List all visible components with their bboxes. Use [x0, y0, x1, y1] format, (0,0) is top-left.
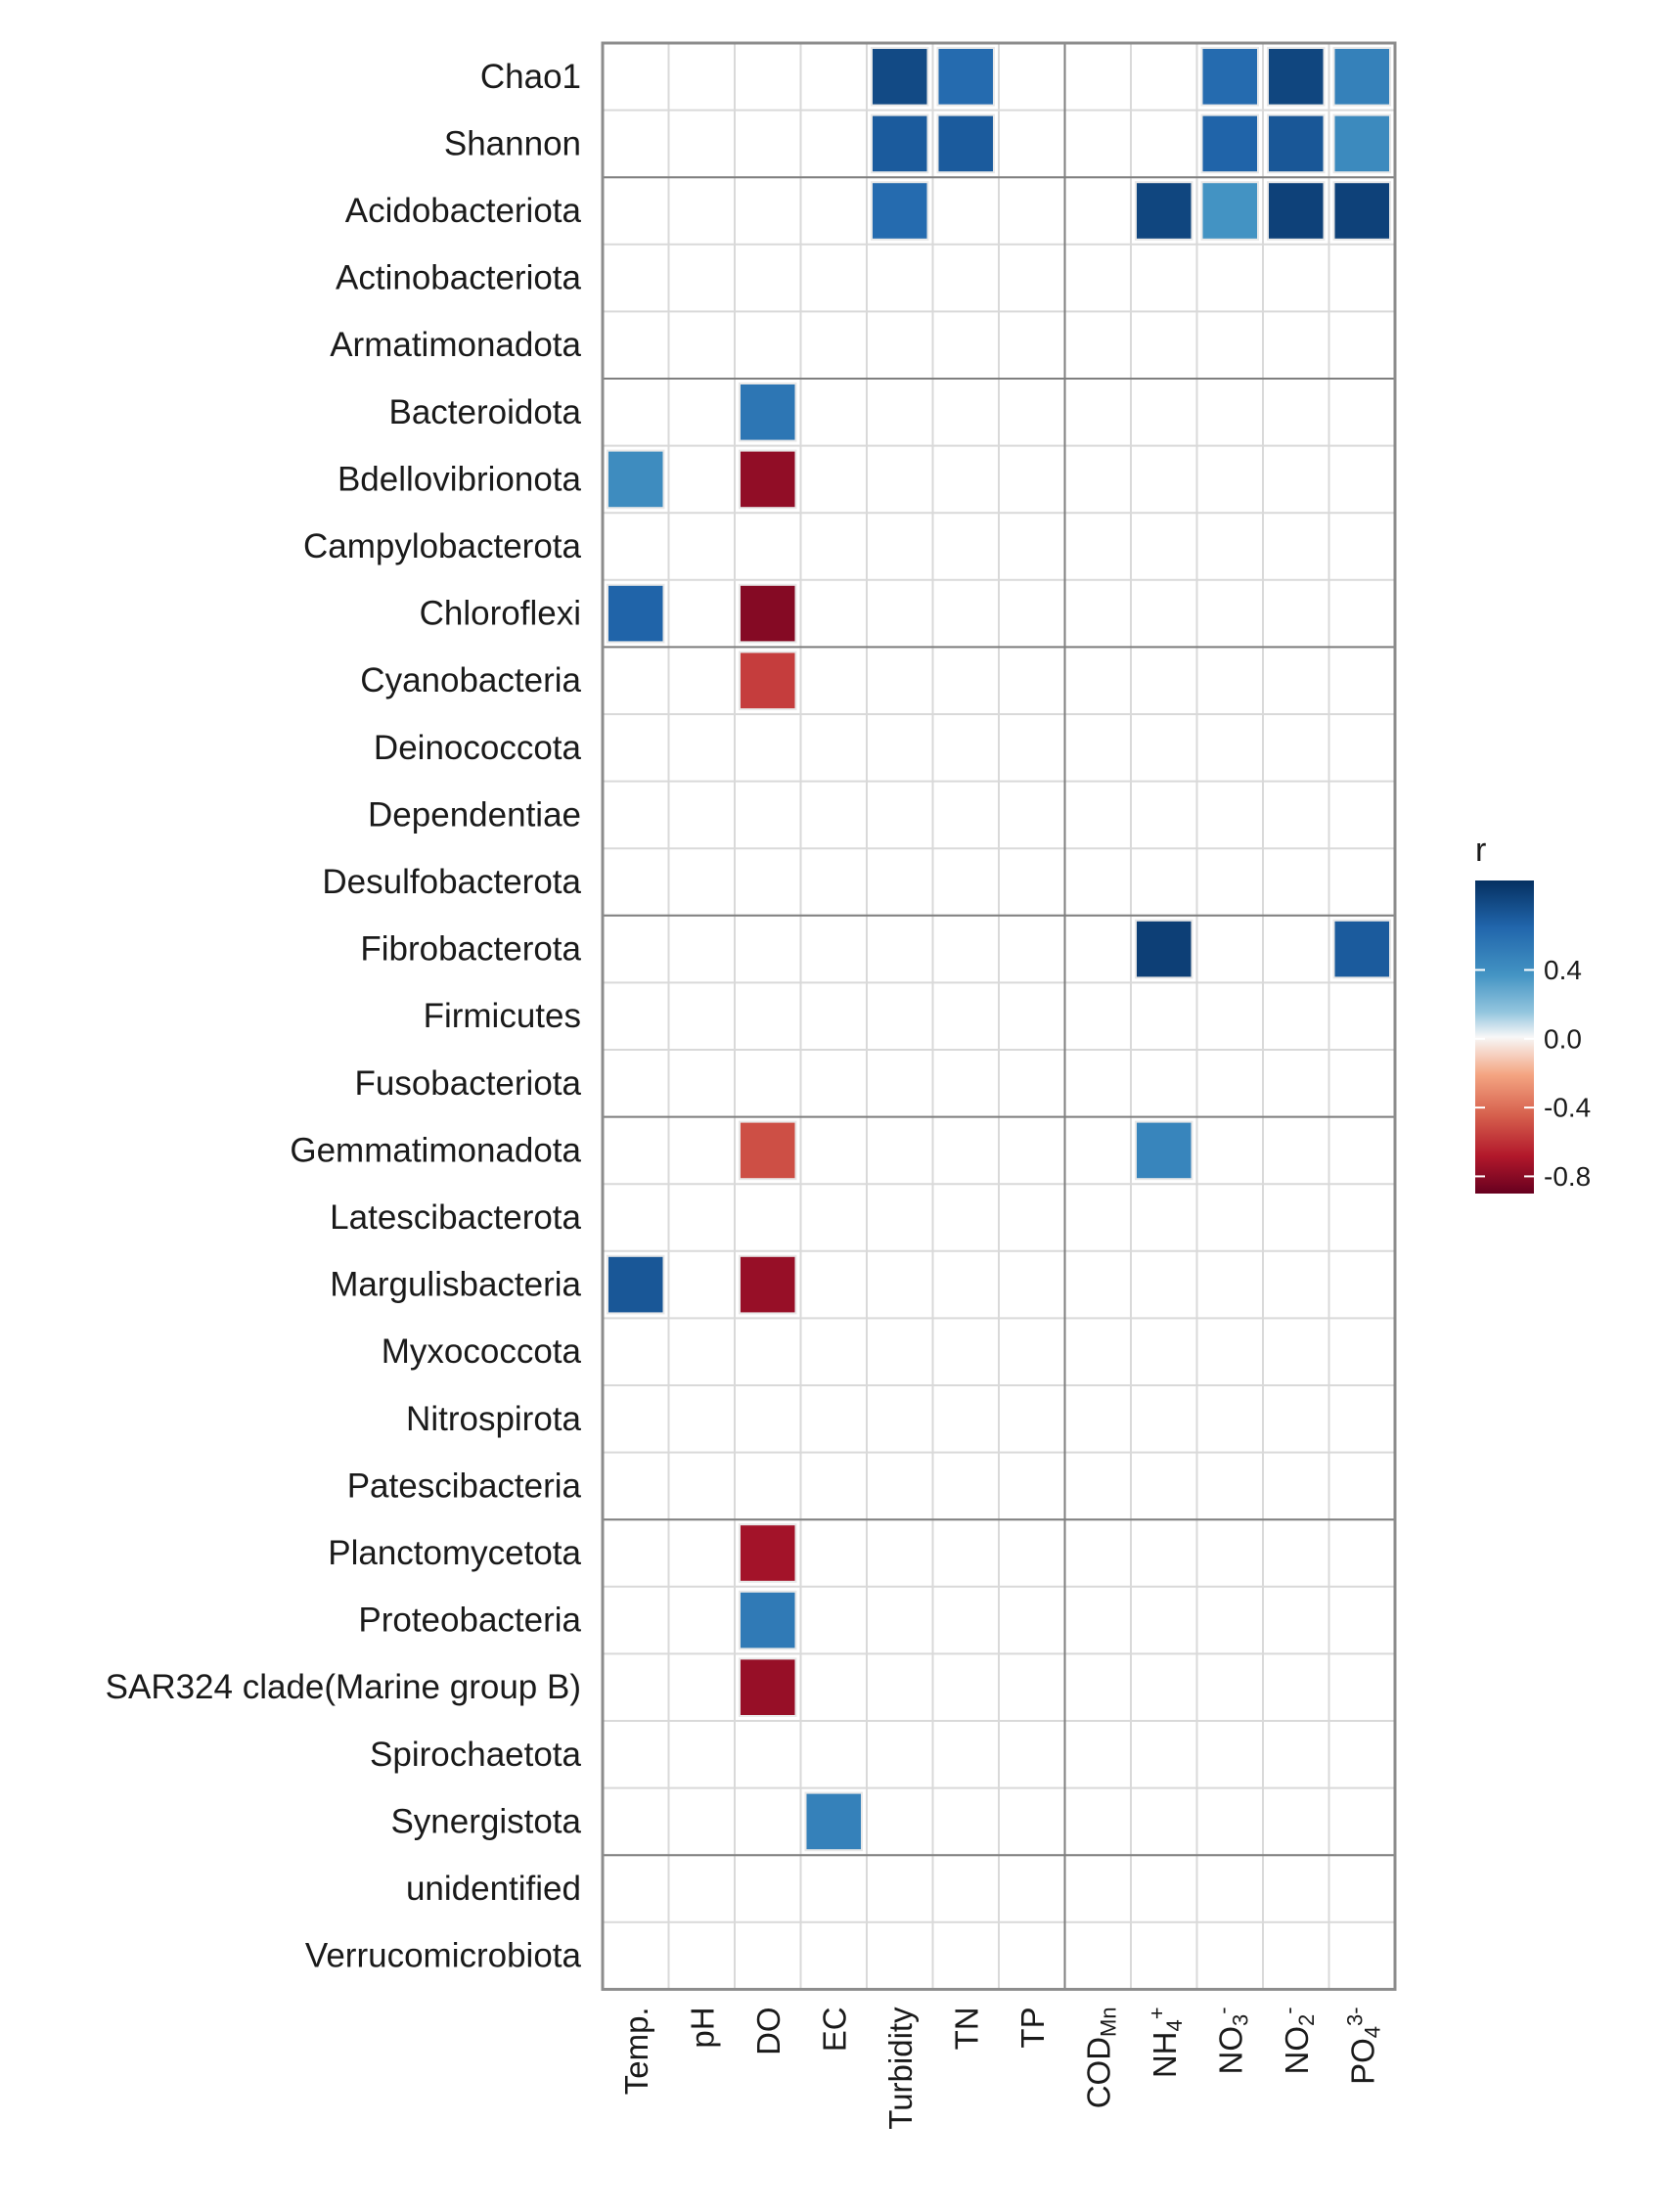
heatmap-frame — [601, 41, 1397, 1991]
plot-frame — [601, 41, 1397, 1991]
row-label: Patescibacteria — [347, 1467, 582, 1505]
row-label: Spirochaetota — [370, 1736, 582, 1774]
row-label: Bdellovibrionota — [338, 460, 582, 498]
heatmap-cell — [739, 583, 797, 644]
legend-tick-label: 0.0 — [1544, 1023, 1582, 1054]
row-label: Myxococcota — [382, 1332, 582, 1371]
heatmap-cell — [936, 113, 995, 174]
row-label: SAR324 clade(Marine group B) — [106, 1668, 581, 1706]
legend-title: r — [1475, 832, 1486, 869]
heatmap-cell — [739, 383, 797, 442]
heatmap-cell — [1267, 47, 1326, 107]
row-label: Nitrospirota — [406, 1400, 581, 1438]
legend-tick-label: -0.8 — [1544, 1161, 1591, 1192]
row-label: Verrucomicrobiota — [305, 1937, 582, 1975]
row-label: Proteobacteria — [358, 1602, 581, 1640]
row-label: Cyanobacteria — [360, 661, 581, 700]
row-label: Gemmatimonadota — [290, 1131, 581, 1169]
heatmap-grid — [602, 42, 1396, 1991]
heatmap-cells — [607, 47, 1391, 1852]
heatmap-cell — [1135, 1120, 1193, 1181]
heatmap-cell — [804, 1791, 863, 1852]
column-label: NH4+ — [1145, 2007, 1187, 2078]
color-legend: r 0.4 0.0 -0.4 -0.8 — [1475, 832, 1591, 1194]
column-label: DO — [750, 2007, 787, 2055]
row-label: Bacteroidota — [388, 393, 581, 431]
row-label: Acidobacteriota — [345, 192, 582, 230]
heatmap-cell — [607, 1254, 665, 1315]
row-label: Synergistota — [390, 1802, 581, 1840]
heatmap-cell — [739, 1254, 797, 1315]
heatmap-cell — [1200, 47, 1259, 107]
column-label: Turbidity — [882, 2007, 919, 2130]
heatmap-cell — [739, 1590, 797, 1650]
column-label: CODMn — [1080, 2007, 1120, 2108]
heatmap-cell — [607, 583, 665, 644]
column-label: NO2- — [1277, 2007, 1319, 2074]
row-label: Chloroflexi — [420, 595, 581, 633]
row-label: Latescibacterota — [330, 1198, 581, 1237]
heatmap-cell — [1332, 181, 1391, 241]
column-label: TP — [1014, 2007, 1051, 2048]
heatmap-cell — [1267, 181, 1326, 241]
row-label: Fibrobacterota — [360, 930, 581, 969]
heatmap-cell — [739, 1657, 797, 1718]
heatmap-cell — [1332, 47, 1391, 107]
row-label: Shannon — [444, 124, 581, 162]
column-label: pH — [684, 2007, 720, 2048]
heatmap-cell — [871, 113, 929, 174]
heatmap-cell — [739, 449, 797, 510]
heatmap-cell — [1267, 113, 1326, 174]
heatmap-cell — [1200, 113, 1259, 174]
heatmap-cell — [1135, 181, 1193, 241]
row-label: Dependentiae — [368, 795, 581, 834]
row-label: Planctomycetota — [328, 1534, 581, 1572]
row-label: Armatimonadota — [330, 326, 581, 364]
row-label: Deinococcota — [374, 729, 582, 767]
row-label: Desulfobacterota — [322, 863, 581, 901]
column-label: NO3- — [1210, 2007, 1252, 2074]
heatmap-cell — [1332, 113, 1391, 174]
heatmap-cell — [1200, 181, 1259, 241]
heatmap-cell — [1135, 919, 1193, 979]
row-label: Fusobacteriota — [354, 1064, 581, 1103]
column-label: Temp. — [618, 2007, 654, 2095]
row-label: Margulisbacteria — [330, 1266, 581, 1304]
column-label: TN — [948, 2007, 984, 2050]
column-labels: Temp. pH DO EC Turbidity TN TP CODMn NH4+ NO3- NO2… — [618, 2007, 1385, 2130]
heatmap-cell — [739, 651, 797, 711]
column-label: PO43- — [1342, 2007, 1384, 2085]
heatmap-cell — [739, 1523, 797, 1583]
row-label: Actinobacteriota — [336, 259, 582, 297]
row-labels: Chao1 Shannon Acidobacteriota Actinobacteri… — [106, 58, 582, 1975]
column-label: EC — [816, 2007, 852, 2052]
heatmap-cell — [607, 449, 665, 510]
row-label: unidentified — [406, 1870, 581, 1908]
heatmap-cell — [871, 47, 929, 107]
legend-tick-label: 0.4 — [1544, 955, 1582, 985]
heatmap-cell — [936, 47, 995, 107]
row-label: Campylobacterota — [303, 527, 582, 565]
heatmap-cell — [871, 181, 929, 241]
heatmap-cell — [1332, 919, 1391, 979]
row-label: Chao1 — [480, 58, 581, 96]
legend-colorbar — [1475, 880, 1534, 1194]
heatmap-cell — [739, 1120, 797, 1181]
legend-tick-label: -0.4 — [1544, 1093, 1591, 1123]
row-label: Firmicutes — [424, 997, 581, 1035]
